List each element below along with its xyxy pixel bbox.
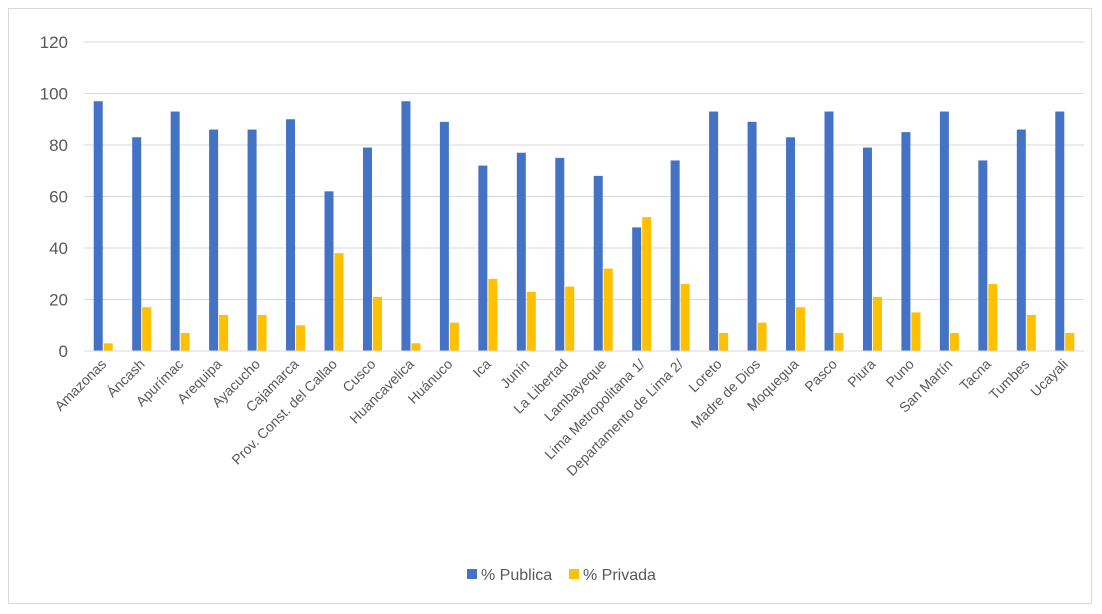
- bar-publica: [93, 101, 103, 351]
- bar-publica: [170, 111, 180, 352]
- chart-frame: [8, 8, 1092, 604]
- gridlines: [84, 41, 1084, 300]
- bar-publica: [939, 111, 949, 352]
- x-tick-label: Pasco: [801, 356, 840, 395]
- legend-label: % Publica: [481, 567, 552, 584]
- x-tick-label: Ica: [469, 356, 494, 381]
- legend-label: % Privada: [583, 567, 656, 584]
- x-tick-label: Junín: [497, 356, 533, 392]
- bar-publica: [901, 132, 911, 351]
- bar-publica: [247, 129, 257, 351]
- x-tick-label: Ucayali: [1027, 356, 1071, 400]
- legend: % Publica % Privada: [467, 567, 656, 584]
- bar-publica: [632, 227, 642, 351]
- bar-privada: [988, 284, 998, 351]
- bar-publica: [362, 147, 372, 351]
- bar-privada: [334, 253, 344, 351]
- y-tick-label: 40: [49, 239, 68, 258]
- y-tick-label: 120: [40, 33, 68, 52]
- bar-privada: [526, 291, 536, 351]
- bar-publica: [824, 111, 834, 352]
- bar-privada: [796, 307, 806, 351]
- bar-publica: [132, 137, 142, 351]
- bar-privada: [603, 268, 613, 351]
- y-tick-label: 60: [49, 188, 68, 207]
- bar-privada: [449, 322, 459, 351]
- x-axis-ticks: AmazonasÁncashApurímacArequipaAyacuchoCa…: [51, 356, 1071, 479]
- y-tick-label: 100: [40, 85, 68, 104]
- bar-publica: [709, 111, 719, 352]
- bar-privada: [949, 332, 959, 351]
- y-tick-label: 0: [59, 342, 68, 361]
- y-tick-label: 20: [49, 291, 68, 310]
- bar-publica: [593, 175, 603, 351]
- bar-publica: [1016, 129, 1026, 351]
- bar-privada: [142, 307, 152, 351]
- bar-publica: [401, 101, 411, 351]
- bar-publica: [1055, 111, 1065, 352]
- bar-privada: [757, 322, 767, 351]
- bar-publica: [978, 160, 988, 351]
- bar-publica: [786, 137, 796, 351]
- legend-swatch: [569, 569, 579, 579]
- bar-privada: [642, 217, 652, 351]
- bar-publica: [670, 160, 680, 351]
- y-axis-ticks: 0 20 40 60 80 100 120: [40, 33, 68, 361]
- legend-swatch: [467, 569, 477, 579]
- bar-privada: [411, 343, 421, 351]
- x-tick-label: Amazonas: [51, 356, 109, 414]
- bar-privada: [488, 278, 498, 351]
- bar-publica: [209, 129, 219, 351]
- y-tick-label: 80: [49, 136, 68, 155]
- bar-publica: [324, 191, 334, 351]
- bar-privada: [872, 296, 882, 351]
- bar-privada: [219, 314, 229, 351]
- x-tick-label: Puno: [883, 356, 918, 391]
- bar-privada: [103, 343, 113, 351]
- bar-privada: [834, 332, 844, 351]
- bar-publica: [862, 147, 872, 351]
- bar-publica: [516, 152, 526, 351]
- bar-privada: [372, 296, 382, 351]
- bar-privada: [257, 314, 267, 351]
- bar-publica: [555, 157, 565, 351]
- bar-privada: [680, 284, 690, 351]
- bar-privada: [180, 332, 190, 351]
- bar-privada: [1026, 314, 1036, 351]
- x-tick-label: Piura: [844, 356, 879, 391]
- bar-privada: [565, 286, 575, 351]
- bars: [93, 101, 1075, 352]
- bar-privada: [911, 312, 921, 351]
- bar-publica: [478, 165, 488, 351]
- bar-publica: [747, 121, 757, 351]
- bar-publica: [286, 119, 296, 351]
- bar-publica: [439, 121, 449, 351]
- bar-privada: [1065, 332, 1075, 351]
- bar-privada: [719, 332, 729, 351]
- bar-privada: [296, 325, 306, 351]
- x-tick-label: Tumbes: [986, 356, 1033, 403]
